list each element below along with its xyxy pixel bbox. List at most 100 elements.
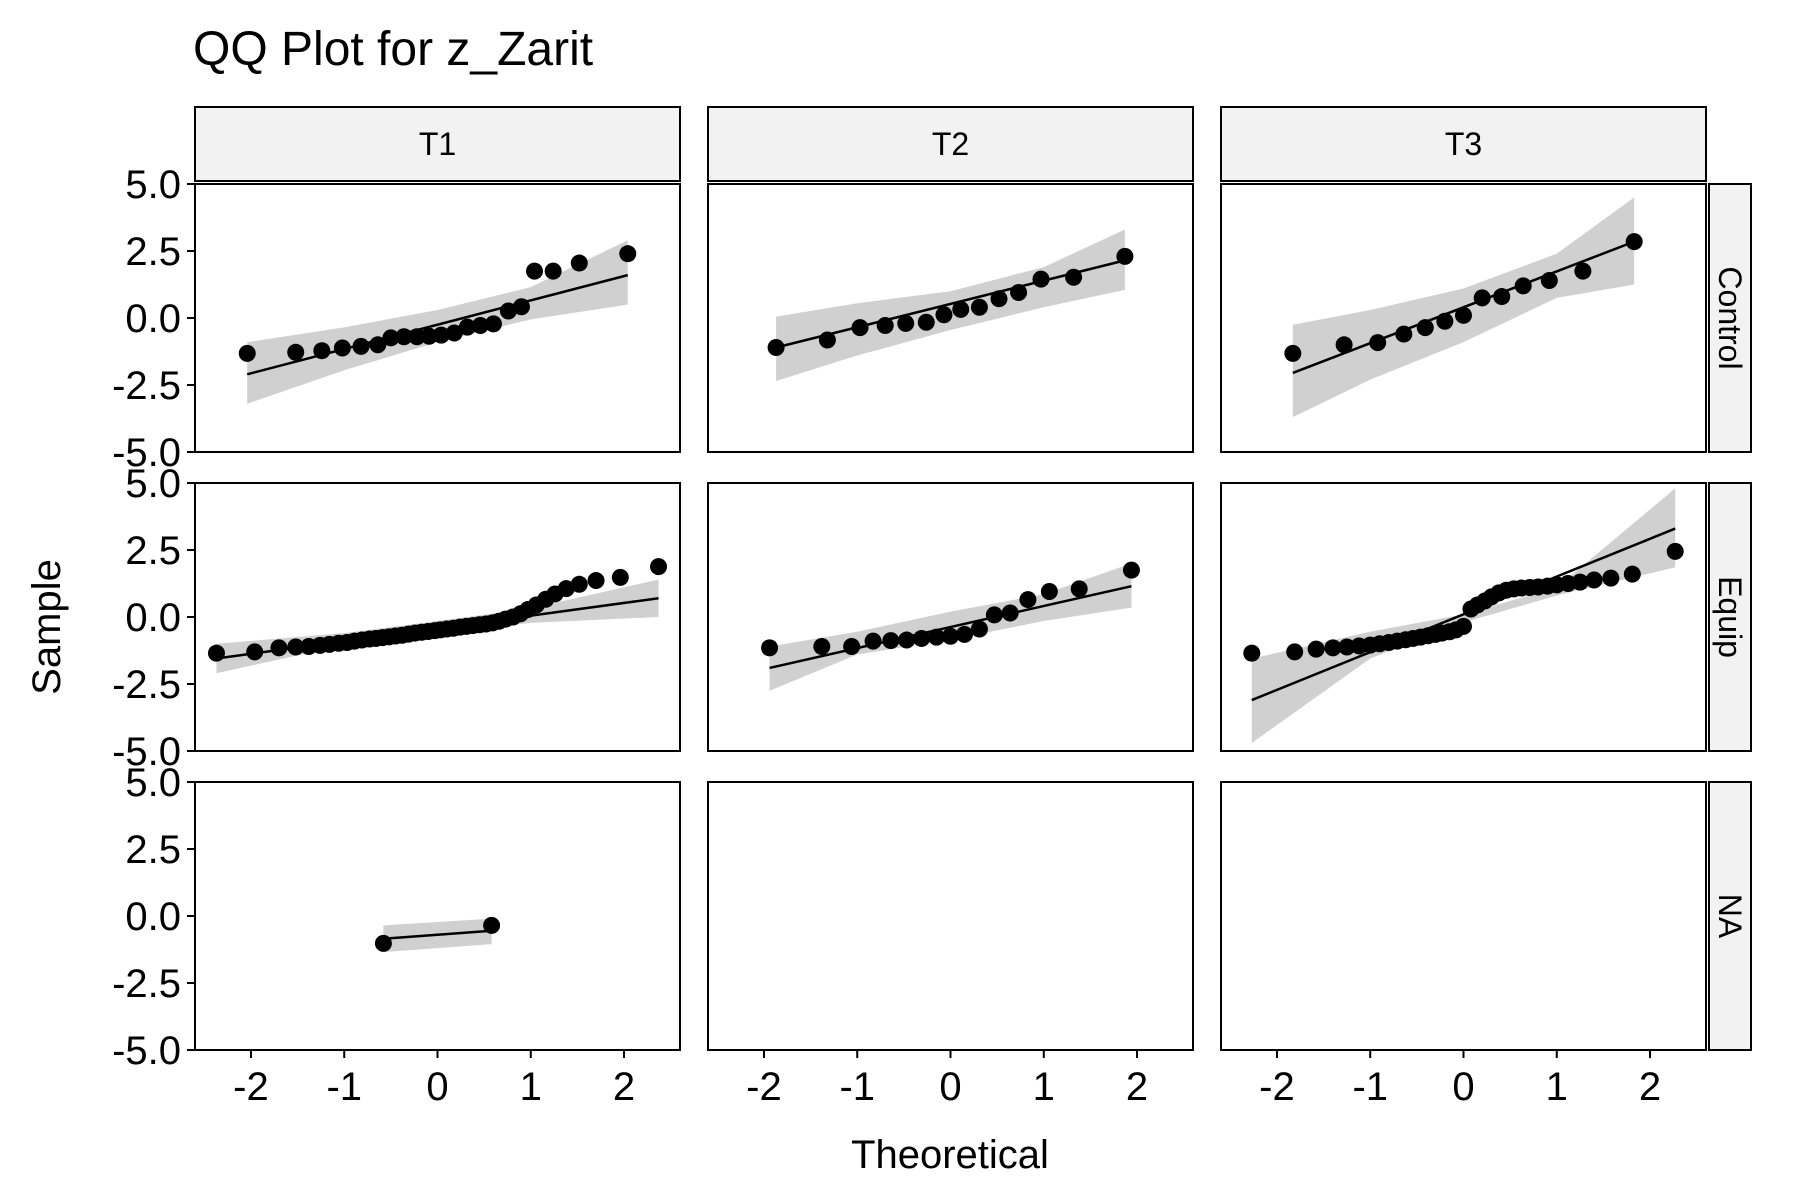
x-tick-label: 1	[1546, 1065, 1568, 1109]
y-tick-label: -2.5	[112, 364, 181, 408]
reference-line	[383, 929, 492, 941]
facet-strip-na	[1708, 781, 1752, 1051]
data-point	[557, 580, 575, 598]
x-tick-label: 2	[1639, 1065, 1661, 1109]
panel-control-t3	[1220, 183, 1707, 453]
data-point	[1623, 565, 1641, 583]
data-point	[650, 558, 668, 576]
data-point	[246, 643, 264, 661]
data-point	[1666, 542, 1684, 560]
y-tick-label: -5.0	[112, 431, 181, 475]
panel-equip-t3	[1220, 482, 1707, 752]
data-point	[898, 631, 916, 649]
data-point	[843, 637, 861, 655]
data-point	[570, 575, 588, 593]
data-point	[1436, 312, 1454, 330]
data-point	[1455, 617, 1472, 635]
panel-border	[707, 183, 1194, 453]
panel-content	[1243, 488, 1684, 743]
data-point	[1286, 643, 1304, 661]
panel-na-t1	[194, 781, 681, 1051]
data-point	[1625, 233, 1643, 251]
data-point	[1493, 288, 1511, 306]
x-tick-label: 1	[1033, 1065, 1055, 1109]
reference-line	[246, 273, 629, 376]
panel-na-t2	[707, 781, 1194, 1051]
y-tick-label: -5.0	[112, 1029, 181, 1073]
data-point	[1585, 571, 1603, 589]
y-tick-label: -2.5	[112, 663, 181, 707]
data-point	[587, 572, 605, 590]
data-point	[1335, 336, 1353, 354]
data-point	[1065, 268, 1083, 286]
facet-strip-t1	[194, 106, 681, 182]
data-point	[928, 628, 946, 646]
facet-strip-label: T1	[419, 126, 456, 162]
data-point	[1571, 573, 1589, 591]
data-point	[619, 245, 637, 263]
panel-content	[1284, 197, 1643, 418]
facet-strip-label: T3	[1445, 126, 1482, 162]
data-point	[1010, 284, 1028, 302]
panel-content	[761, 561, 1140, 691]
data-point	[1473, 289, 1491, 307]
panel-content	[374, 916, 501, 953]
data-point	[445, 324, 463, 342]
data-point	[1395, 325, 1413, 343]
data-point	[544, 262, 562, 280]
data-point	[1243, 644, 1261, 662]
panel-content	[767, 229, 1134, 381]
y-tick-label: 5.0	[125, 462, 181, 506]
data-point	[851, 319, 869, 337]
data-point	[207, 644, 225, 662]
facet-panels: T1 T2 T3ControlEquipNA5.02.50.0-2.5-5.05.0…	[112, 106, 1752, 1109]
y-tick-label: 0.0	[125, 895, 181, 939]
data-point	[1001, 604, 1019, 622]
x-tick-label: -1	[1352, 1065, 1388, 1109]
x-axis-label: Theoretical	[851, 1133, 1049, 1177]
data-point	[985, 606, 1003, 624]
facet-strip-t2	[707, 106, 1194, 182]
chart-title: QQ Plot for z_Zarit	[193, 23, 593, 76]
panel-border	[1220, 482, 1707, 752]
data-point	[913, 629, 931, 647]
facet-strip-t3	[1220, 106, 1707, 182]
data-point	[1307, 640, 1325, 658]
data-point	[352, 337, 370, 355]
data-point	[395, 328, 413, 346]
x-tick-label: -2	[746, 1065, 782, 1109]
data-point	[1540, 271, 1558, 289]
data-point	[1032, 270, 1050, 288]
panel-content	[207, 558, 668, 674]
data-point	[333, 339, 351, 357]
data-point	[512, 298, 530, 316]
panel-content	[238, 240, 637, 404]
panel-na-t3	[1220, 781, 1707, 1051]
data-point	[935, 306, 953, 324]
facet-strip-label: NA	[1712, 894, 1748, 939]
data-point	[952, 300, 970, 318]
data-point	[458, 318, 476, 336]
x-tick-label: -2	[233, 1065, 269, 1109]
y-tick-label: -5.0	[112, 730, 181, 774]
confidence-band	[247, 240, 628, 404]
data-point	[876, 317, 894, 335]
data-point	[1324, 639, 1342, 657]
reference-line	[769, 584, 1132, 670]
data-point	[526, 262, 543, 280]
data-point	[287, 343, 305, 361]
data-point	[1116, 247, 1134, 265]
panel-border	[1220, 781, 1707, 1051]
y-tick-label: 0.0	[125, 297, 181, 341]
y-tick-label: 0.0	[125, 596, 181, 640]
x-tick-label: 0	[1452, 1065, 1474, 1109]
facet-strip-label: Control	[1712, 266, 1748, 369]
data-point	[484, 315, 502, 333]
data-point	[990, 290, 1008, 308]
x-tick-label: 2	[1126, 1065, 1148, 1109]
data-point	[1455, 306, 1472, 324]
y-axis-label: Sample	[25, 559, 69, 695]
x-tick-label: 0	[426, 1065, 448, 1109]
data-point	[864, 632, 882, 650]
